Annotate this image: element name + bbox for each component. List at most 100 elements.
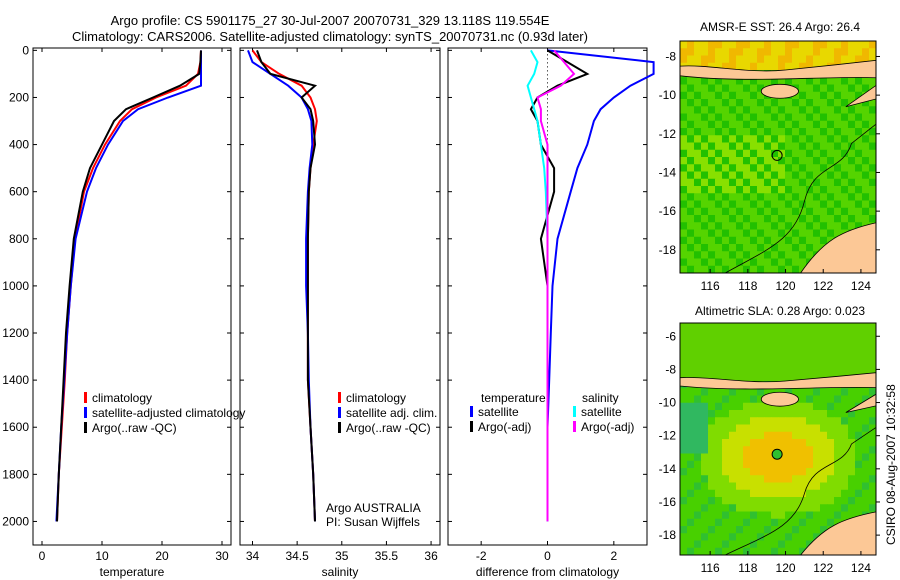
map-cell (855, 186, 863, 194)
map-cell (736, 431, 744, 440)
map-cell (729, 417, 737, 425)
map-cell (694, 84, 702, 93)
map-cell (862, 186, 870, 194)
map-cell (806, 526, 814, 534)
map-cell (736, 251, 744, 259)
map-cell (834, 48, 842, 56)
map-cell (687, 460, 695, 469)
map-cell (708, 439, 716, 447)
map-cell (855, 215, 863, 223)
map-cell (820, 207, 828, 216)
map-cell (848, 106, 856, 114)
map-cell (743, 446, 751, 454)
depth-tick-label: 400 (9, 138, 29, 152)
map-cell (799, 395, 807, 404)
map-cell (722, 91, 730, 100)
map-cell (757, 222, 765, 230)
map-cell (708, 171, 716, 180)
map-cell (701, 244, 709, 252)
map-cell (778, 251, 786, 259)
salinity-xtick-label: 36 (424, 549, 438, 563)
map-cell (715, 540, 723, 549)
map-cell (813, 128, 821, 136)
map-cell (715, 251, 723, 259)
map-cell (736, 504, 744, 512)
map-cell (771, 171, 779, 180)
map-cell (757, 149, 765, 158)
map-cell (680, 526, 688, 534)
map-cell (715, 62, 723, 71)
map-cell (869, 453, 877, 462)
map-cell (869, 99, 877, 107)
map-cell (848, 388, 856, 396)
map-cell (771, 504, 779, 512)
map-cell (708, 106, 716, 114)
map-cell (862, 482, 870, 491)
map-cell (764, 497, 772, 505)
map-cell (799, 113, 807, 122)
map-cell (680, 330, 688, 338)
map-cell (743, 489, 751, 498)
map-cell (792, 62, 800, 71)
map-cell (694, 120, 702, 129)
land-islands (679, 59, 877, 80)
map-cell (757, 48, 765, 56)
map-cell (813, 171, 821, 180)
map-cell (729, 200, 737, 209)
map-cell (757, 395, 765, 404)
map-cell (680, 164, 688, 172)
temperature-plot-frame (32, 47, 232, 546)
map-cell (715, 215, 723, 223)
map-cell (694, 439, 702, 447)
map-cell (806, 489, 814, 498)
map-cell (855, 417, 863, 425)
map-cell (757, 128, 765, 136)
map-cell (841, 337, 849, 346)
map-cell (848, 48, 856, 56)
map-cell (778, 337, 786, 346)
map-cell (743, 511, 751, 520)
map-cell (799, 157, 807, 165)
map-cell (862, 330, 870, 338)
map-cell (687, 424, 695, 433)
map-cell (708, 265, 716, 274)
map-cell (743, 207, 751, 216)
map-cell (729, 330, 737, 338)
map-cell (680, 229, 688, 238)
map-cell (736, 193, 744, 201)
map-cell (792, 186, 800, 194)
map-cell (687, 91, 695, 100)
map-cell (722, 171, 730, 180)
map-cell (813, 91, 821, 100)
map-cell (841, 366, 849, 375)
map-cell (771, 265, 779, 274)
map-cell (771, 186, 779, 194)
map-cell (813, 388, 821, 396)
map-cell (701, 113, 709, 122)
map-cell (722, 215, 730, 223)
map-cell (827, 48, 835, 56)
map-cell (792, 417, 800, 425)
map-cell (813, 453, 821, 462)
map-cell (757, 164, 765, 172)
map-cell (869, 388, 877, 396)
map-cell (855, 222, 863, 230)
map-cell (701, 337, 709, 346)
map-cell (722, 359, 730, 367)
map-cell (680, 533, 688, 541)
map-cell (757, 424, 765, 433)
map-cell (806, 84, 814, 93)
map-cell (687, 135, 695, 143)
map-cell (869, 344, 877, 353)
map-cell (792, 410, 800, 418)
map-cell (855, 178, 863, 187)
map-cell (694, 337, 702, 346)
map-cell (694, 265, 702, 274)
map-cell (778, 424, 786, 433)
map-cell (722, 135, 730, 143)
map-cell (820, 453, 828, 462)
map-cell (729, 453, 737, 462)
map-cell (848, 120, 856, 129)
map-cell (869, 135, 877, 143)
map-cell (827, 388, 835, 396)
